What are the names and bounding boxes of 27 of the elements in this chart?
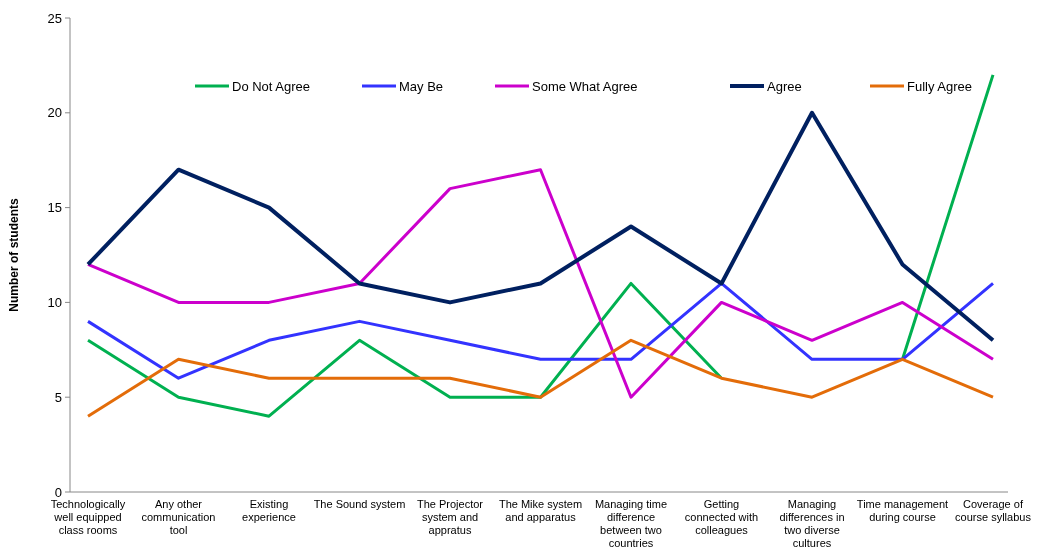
y-axis-title: Number of students	[7, 198, 21, 312]
legend-label: Do Not Agree	[232, 78, 311, 94]
x-tick-label: Existing experience	[242, 498, 296, 523]
legend-label: May Be	[399, 78, 444, 94]
y-tick-label: 10	[47, 294, 62, 310]
x-tick-label: Managing time difference between two countries	[594, 498, 668, 549]
legend-label: Fully Agree	[907, 78, 973, 94]
x-tick-label: The Sound system	[313, 498, 406, 510]
line-series	[86, 168, 995, 399]
x-tick-label: Managing differences in two diverse cultures	[779, 498, 845, 549]
x-tick-label: Any other communication tool	[141, 498, 216, 536]
y-tick-label: 25	[47, 10, 62, 26]
y-tick-label: 20	[47, 105, 62, 121]
y-tick-label: 15	[47, 200, 62, 216]
y-tick-label: 5	[54, 389, 62, 405]
x-tick-label: Coverage of course syllabus	[955, 498, 1032, 523]
x-tick-label: Technologically well equipped class rooms	[50, 498, 126, 536]
x-tick-label: The Mike system and apparatus	[498, 498, 583, 523]
line-series	[86, 281, 995, 380]
legend-label: Agree	[767, 78, 802, 94]
x-tick-label: Getting connected with colleagues	[684, 498, 759, 536]
x-tick-label: Time management during course	[856, 498, 949, 523]
legend-label: Some What Agree	[532, 78, 638, 94]
line-series	[86, 110, 995, 343]
y-tick-label: 0	[54, 484, 62, 500]
line-series	[86, 338, 995, 418]
x-tick-label: The Projector system and appratus	[416, 498, 484, 536]
